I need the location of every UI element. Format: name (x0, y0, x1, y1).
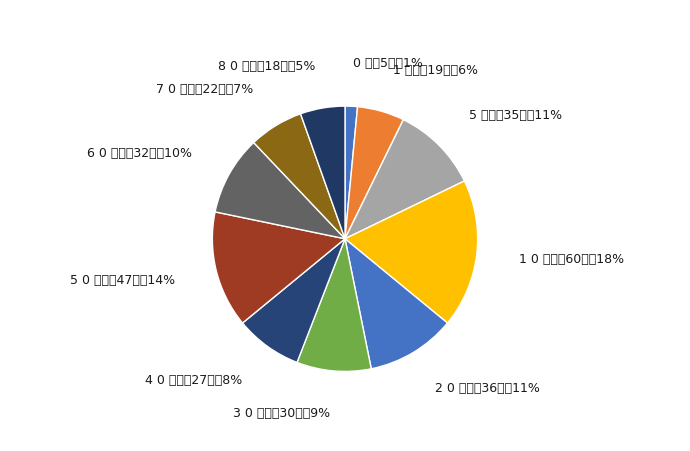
Wedge shape (254, 114, 345, 239)
Wedge shape (297, 239, 371, 372)
Text: 4 0 歳～，27人，8%: 4 0 歳～，27人，8% (145, 374, 242, 387)
Text: 0 歳，5人，1%: 0 歳，5人，1% (353, 57, 423, 70)
Wedge shape (243, 239, 345, 363)
Wedge shape (345, 106, 357, 239)
Wedge shape (345, 239, 447, 369)
Wedge shape (345, 181, 477, 323)
Wedge shape (345, 120, 464, 239)
Wedge shape (345, 107, 404, 239)
Text: 5 歳～，35人，11%: 5 歳～，35人，11% (469, 109, 562, 122)
Text: 3 0 歳～，30人，9%: 3 0 歳～，30人，9% (233, 407, 330, 420)
Text: 1 歳～，19人，6%: 1 歳～，19人，6% (393, 64, 477, 77)
Text: 8 0 歳～，18人，5%: 8 0 歳～，18人，5% (218, 60, 315, 73)
Text: 7 0 歳～，22人，7%: 7 0 歳～，22人，7% (156, 83, 253, 96)
Text: 2 0 歳～，36人，11%: 2 0 歳～，36人，11% (435, 382, 540, 396)
Wedge shape (301, 106, 345, 239)
Text: 6 0 歳～，32人，10%: 6 0 歳～，32人，10% (87, 147, 192, 160)
Text: 5 0 歳～，47人，14%: 5 0 歳～，47人，14% (70, 274, 175, 287)
Text: 1 0 歳～，60人，18%: 1 0 歳～，60人，18% (519, 253, 624, 266)
Wedge shape (215, 143, 345, 239)
Wedge shape (213, 212, 345, 323)
